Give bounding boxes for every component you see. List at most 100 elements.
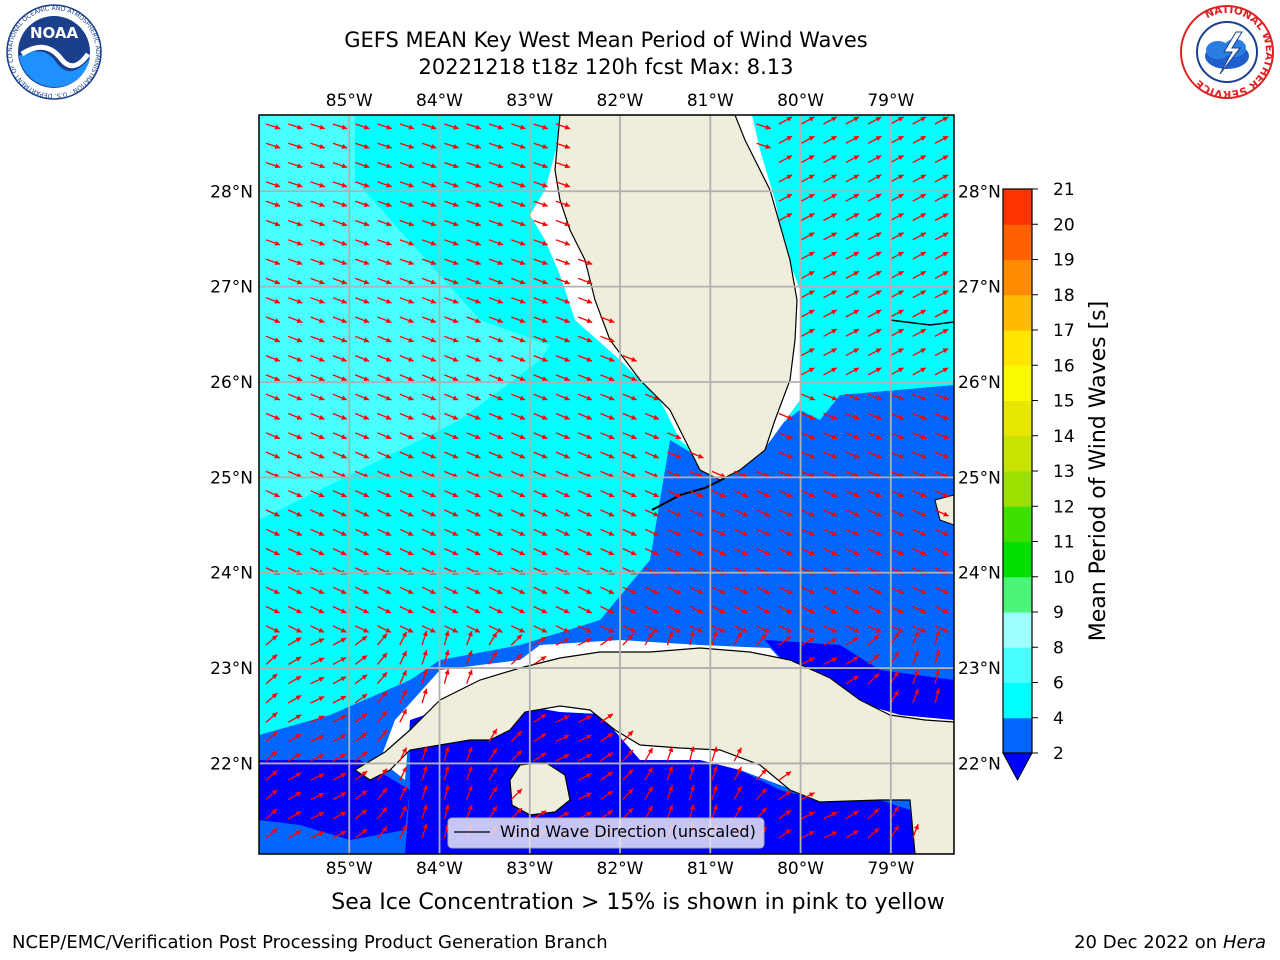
wind-wave-arrow: [823, 548, 838, 556]
wind-wave-arrow: [466, 765, 473, 781]
wind-wave-arrow: [466, 316, 481, 324]
wind-wave-arrow: [600, 790, 614, 801]
wind-wave-arrow: [778, 490, 793, 498]
wind-wave-arrow: [778, 116, 793, 125]
wind-wave-arrow: [666, 746, 674, 762]
wind-wave-arrow: [600, 548, 615, 556]
wind-wave-arrow: [511, 181, 526, 188]
wind-wave-arrow: [488, 335, 504, 343]
wind-wave-arrow: [867, 451, 883, 459]
wind-wave-arrow: [600, 751, 614, 762]
colorbar-tick-label: 21: [1053, 180, 1075, 200]
wind-wave-arrow: [421, 335, 437, 343]
wind-wave-arrow: [354, 693, 368, 704]
wind-wave-arrow: [867, 625, 882, 633]
wind-wave-arrow: [354, 509, 370, 517]
wind-wave-arrow: [555, 528, 570, 537]
wind-wave-arrow: [533, 605, 548, 614]
wind-wave-arrow: [421, 142, 437, 149]
wind-wave-arrow: [823, 347, 838, 357]
wind-wave-arrow: [555, 239, 571, 246]
wind-wave-arrow: [533, 142, 549, 149]
wind-wave-arrow: [577, 772, 592, 781]
wind-wave-arrow: [867, 673, 880, 685]
wind-wave-arrow: [600, 432, 615, 440]
wind-wave-arrow: [577, 258, 593, 265]
wind-wave-arrow: [867, 135, 882, 144]
wind-wave-arrow: [555, 374, 571, 382]
wind-wave-arrow: [332, 200, 348, 207]
wind-wave-arrow: [488, 586, 503, 595]
wind-wave-arrow: [466, 432, 481, 440]
wind-wave-arrow: [354, 277, 370, 285]
wind-wave-arrow: [756, 142, 772, 149]
wind-wave-arrow: [511, 509, 526, 517]
wind-wave-arrow: [667, 528, 682, 537]
wind-wave-arrow: [555, 181, 571, 188]
wind-wave-arrow: [577, 432, 593, 440]
wind-wave-arrow: [288, 354, 303, 362]
wind-wave-arrow: [332, 374, 348, 382]
wind-wave-arrow: [644, 805, 654, 820]
wind-wave-arrow: [511, 625, 526, 633]
wind-wave-arrow: [667, 490, 682, 498]
wind-wave-arrow: [800, 270, 815, 279]
wind-wave-arrow: [466, 277, 481, 285]
wind-wave-arrow: [332, 393, 348, 401]
wind-wave-arrow: [288, 335, 303, 343]
wind-wave-arrow: [622, 730, 634, 743]
wind-wave-arrow: [644, 490, 660, 498]
wind-wave-arrow: [934, 212, 949, 222]
wind-wave-arrow: [934, 328, 949, 337]
wind-wave-arrow: [867, 290, 882, 299]
wind-wave-arrow: [354, 161, 370, 169]
wind-wave-arrow: [577, 316, 593, 324]
wind-wave-arrow: [867, 605, 882, 614]
colorbar-label: Mean Period of Wind Waves [s]: [1086, 301, 1111, 641]
wind-wave-arrow: [354, 605, 370, 614]
wind-wave-arrow: [600, 625, 615, 633]
wind-wave-arrow: [377, 335, 392, 343]
nws-logo: NATIONAL WEATHER SERVICE: [1180, 4, 1275, 100]
wind-wave-arrow: [800, 412, 816, 420]
wind-wave-arrow: [800, 811, 815, 820]
wind-wave-arrow: [622, 807, 634, 820]
wind-wave-arrow: [600, 528, 615, 537]
wind-wave-arrow: [444, 393, 459, 401]
wind-wave-arrow: [555, 586, 570, 595]
wind-wave-arrow: [823, 625, 838, 633]
wind-wave-arrow: [890, 309, 904, 318]
wind-wave-arrow: [533, 161, 549, 169]
wind-wave-arrow: [332, 528, 347, 537]
wind-wave-arrow: [376, 729, 388, 743]
wind-wave-arrow: [377, 412, 392, 420]
wind-wave-arrow: [577, 393, 593, 401]
wind-wave-arrow: [354, 297, 370, 304]
wind-wave-arrow: [689, 509, 704, 517]
wind-wave-arrow: [756, 586, 771, 595]
wind-wave-arrow: [667, 509, 682, 517]
wind-wave-arrow: [332, 753, 347, 762]
wind-wave-arrow: [912, 212, 927, 222]
wind-wave-arrow: [867, 808, 880, 820]
wind-wave-arrow: [444, 316, 459, 324]
wind-wave-arrow: [912, 432, 927, 440]
wind-wave-arrow: [644, 451, 660, 459]
wind-wave-arrow: [354, 625, 369, 633]
wind-wave-arrow: [555, 490, 570, 498]
wind-wave-arrow: [912, 528, 927, 537]
colorbar-tick-label: 2: [1053, 744, 1064, 764]
wind-wave-arrow: [800, 586, 816, 595]
wind-wave-arrow: [287, 675, 302, 685]
wind-wave-arrow: [711, 630, 718, 646]
wind-wave-arrow: [622, 625, 637, 633]
wind-wave-arrow: [845, 675, 859, 685]
wind-wave-arrow: [488, 354, 504, 362]
wind-wave-arrow: [867, 212, 882, 222]
wind-wave-arrow: [845, 605, 860, 614]
wind-wave-arrow: [533, 636, 547, 646]
footer-date: 20 Dec 2022 on Hera: [1074, 932, 1266, 953]
wind-wave-arrow: [488, 786, 498, 800]
wind-wave-arrow: [444, 200, 459, 207]
